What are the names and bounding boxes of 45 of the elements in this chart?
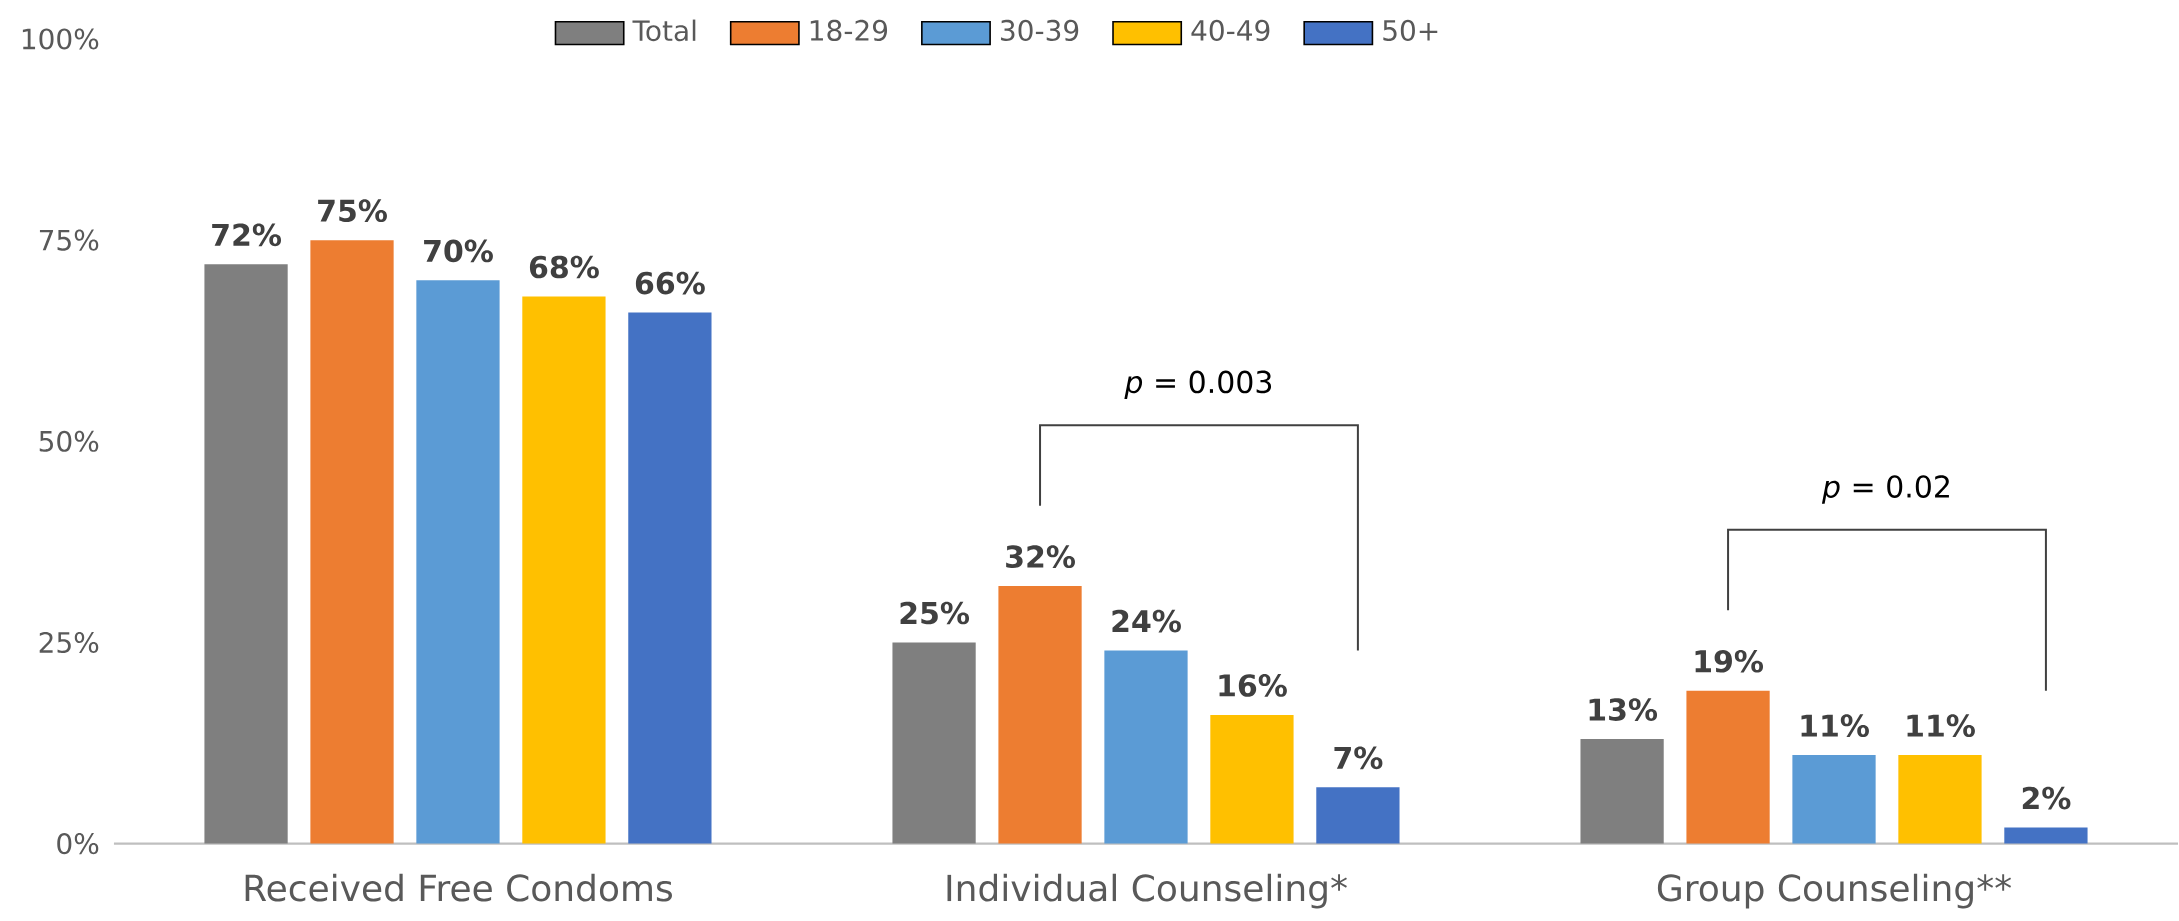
data-label: 32%: [1006, 545, 1075, 569]
legend-label: Total: [632, 19, 696, 42]
data-label: 2%: [2022, 786, 2071, 810]
bar: [998, 586, 1082, 844]
bar: [1104, 650, 1188, 844]
bar: [416, 280, 500, 844]
bar: [1686, 690, 1770, 844]
bar: [522, 296, 606, 844]
bar: [1316, 787, 1400, 844]
x-tick-label: Received Free Condoms: [245, 873, 672, 902]
bar: [1580, 739, 1664, 844]
data-label: 70%: [424, 239, 493, 263]
y-tick-label: 50%: [39, 430, 99, 453]
data-label: 72%: [212, 223, 282, 247]
data-label: 68%: [529, 255, 599, 279]
annotation: p = 0.003: [1124, 370, 1272, 400]
legend-label: 50+: [1383, 20, 1438, 42]
legend-label: 30-39: [1001, 20, 1079, 42]
data-label: 19%: [1695, 650, 1764, 673]
bar: [1210, 715, 1294, 844]
x-tick-label: Individual Counseling*: [947, 873, 1347, 909]
data-label: 13%: [1589, 698, 1658, 722]
y-tick-label: 0%: [57, 833, 99, 855]
data-label: 16%: [1219, 674, 1287, 697]
data-label: 11%: [1801, 714, 1869, 738]
bar: [204, 264, 288, 844]
legend-label: 40-49: [1191, 20, 1270, 42]
y-tick-label: 25%: [39, 632, 99, 654]
data-label: 66%: [635, 271, 705, 295]
bar: [1792, 755, 1876, 844]
annotation: p = 0.02: [1821, 475, 1949, 504]
y-tick-label: 100%: [22, 28, 99, 50]
y-tick-label: 75%: [39, 229, 99, 251]
bar: [892, 642, 976, 844]
data-label: 7%: [1334, 746, 1383, 770]
legend-label: 18-29: [810, 20, 888, 42]
bar: [2004, 827, 2088, 844]
data-label: 25%: [900, 601, 970, 625]
data-label: 11%: [1907, 714, 1975, 738]
data-label: 75%: [318, 199, 387, 223]
bar: [628, 312, 712, 844]
data-label: 24%: [1112, 609, 1181, 633]
bar: [1898, 755, 1982, 844]
x-tick-label: Group Counseling**: [1657, 873, 2012, 909]
bar: [310, 240, 394, 844]
